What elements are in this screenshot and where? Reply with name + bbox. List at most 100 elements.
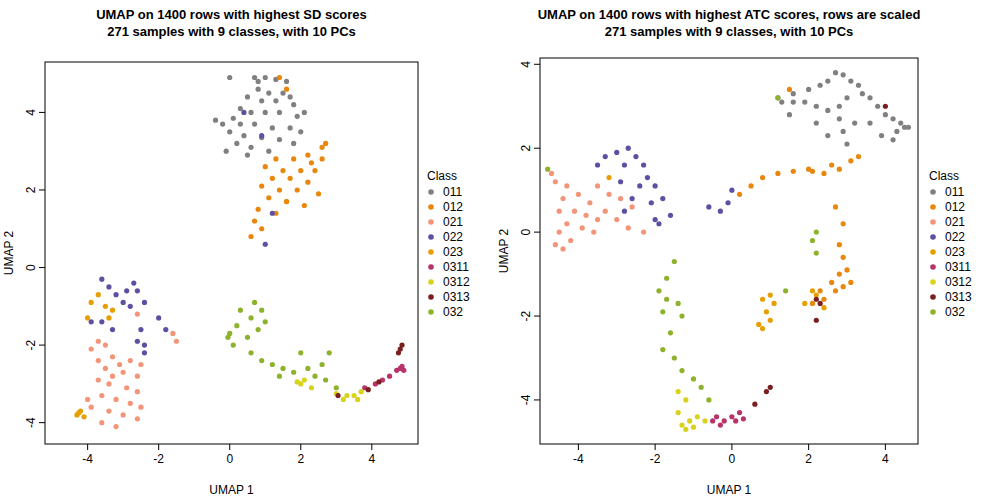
point (760, 297, 765, 302)
legend-label: 0311 (945, 260, 971, 274)
point (273, 98, 278, 103)
point (89, 319, 94, 324)
point (305, 180, 310, 185)
point (263, 164, 268, 169)
point (653, 217, 658, 222)
x-tick (87, 444, 88, 450)
point (241, 133, 246, 138)
point (844, 267, 849, 272)
point (298, 350, 303, 355)
point (810, 169, 815, 174)
point (234, 323, 239, 328)
point (295, 114, 300, 119)
legend-swatch (930, 204, 936, 210)
point (829, 280, 834, 285)
x-tick-label: -4 (82, 452, 93, 466)
point (280, 168, 285, 173)
point (341, 397, 346, 402)
legend-swatch (428, 309, 434, 315)
point (768, 292, 773, 297)
point (396, 350, 401, 355)
point (679, 423, 684, 428)
point (695, 414, 700, 419)
point (121, 370, 126, 375)
point (298, 381, 303, 386)
point (557, 209, 562, 214)
point (714, 414, 719, 419)
point (668, 330, 673, 335)
point (142, 300, 147, 305)
point (791, 91, 796, 96)
point (691, 425, 696, 430)
point (875, 104, 880, 109)
legend-swatch (930, 234, 936, 240)
point (676, 410, 681, 415)
legend-label: 012 (443, 200, 463, 214)
legend-swatch (930, 249, 936, 255)
point (142, 350, 147, 355)
point (683, 427, 688, 432)
point (335, 393, 340, 398)
point (783, 288, 788, 293)
point (606, 192, 611, 197)
point (637, 183, 642, 188)
point (288, 176, 293, 181)
point (687, 418, 692, 423)
point (890, 137, 895, 142)
legend-label: 021 (945, 215, 965, 229)
legend-title: Class (427, 169, 457, 183)
legend-label: 012 (945, 200, 965, 214)
point (85, 397, 90, 402)
point (691, 376, 696, 381)
point (96, 358, 101, 363)
point (591, 230, 596, 235)
point (841, 72, 846, 77)
point (710, 418, 715, 423)
point (291, 102, 296, 107)
background (0, 0, 1008, 504)
point (841, 129, 846, 134)
point (737, 410, 742, 415)
point (814, 120, 819, 125)
point (676, 389, 681, 394)
point (252, 300, 257, 305)
point (291, 370, 296, 375)
legend-label: 0312 (443, 275, 470, 289)
panel: UMAP on 1400 rows with highest ATC score… (497, 7, 972, 497)
legend-label: 021 (443, 215, 463, 229)
point (672, 259, 677, 264)
point (110, 354, 115, 359)
point (821, 305, 826, 310)
point (312, 168, 317, 173)
point (595, 183, 600, 188)
point (560, 196, 565, 201)
point (748, 183, 753, 188)
legend-swatch (930, 219, 936, 225)
point (256, 87, 261, 92)
point (220, 121, 225, 126)
point (668, 213, 673, 218)
point (583, 213, 588, 218)
point (818, 83, 823, 88)
point (725, 200, 730, 205)
point (837, 116, 842, 121)
point (848, 280, 853, 285)
point (135, 339, 140, 344)
point (96, 292, 101, 297)
point (848, 78, 853, 83)
point (595, 162, 600, 167)
x-tick-label: -4 (573, 452, 584, 466)
point (837, 271, 842, 276)
x-tick (158, 444, 159, 450)
point (679, 313, 684, 318)
point (309, 385, 314, 390)
point (135, 416, 140, 421)
point (128, 358, 133, 363)
point (124, 385, 129, 390)
point (664, 297, 669, 302)
point (553, 242, 558, 247)
point (722, 418, 727, 423)
point (841, 221, 846, 226)
y-axis-label: UMAP 2 (497, 228, 511, 273)
points (545, 70, 911, 432)
